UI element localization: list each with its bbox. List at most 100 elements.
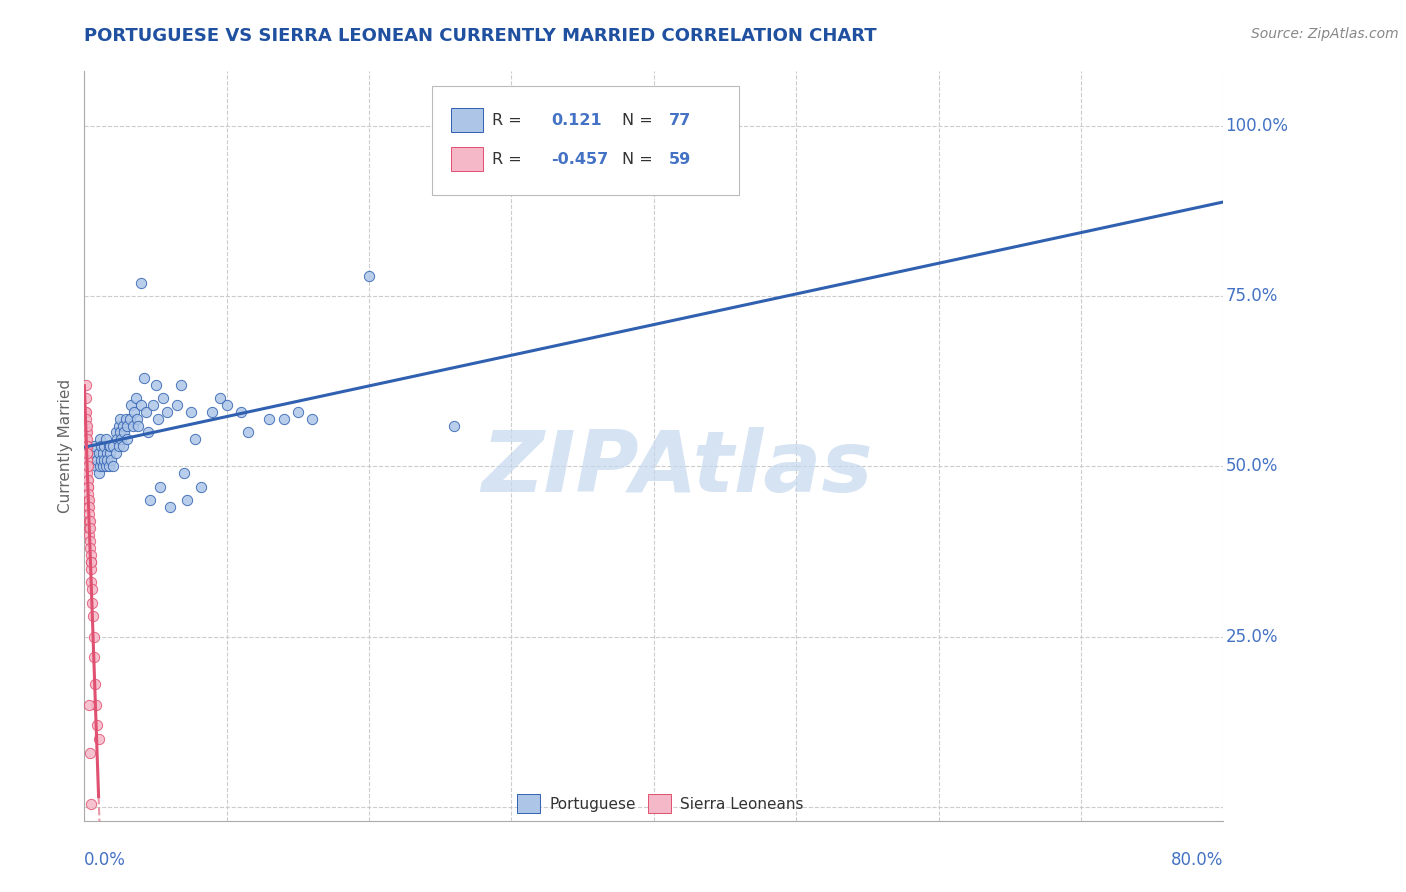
Point — [76, 439, 98, 453]
Point — [105, 432, 128, 446]
Point — [77, 493, 100, 508]
Point — [138, 425, 160, 440]
Point — [84, 698, 107, 712]
Text: Source: ZipAtlas.com: Source: ZipAtlas.com — [1251, 27, 1399, 41]
Text: PORTUGUESE VS SIERRA LEONEAN CURRENTLY MARRIED CORRELATION CHART: PORTUGUESE VS SIERRA LEONEAN CURRENTLY M… — [84, 27, 877, 45]
Point — [83, 650, 105, 665]
Point — [287, 405, 309, 419]
Point — [127, 418, 149, 433]
Point — [75, 377, 97, 392]
Point — [76, 459, 98, 474]
Point — [76, 446, 98, 460]
Point — [273, 411, 295, 425]
Point — [90, 439, 112, 453]
Point — [89, 459, 111, 474]
Point — [121, 418, 143, 433]
Text: R =: R = — [492, 152, 522, 167]
Point — [79, 521, 101, 535]
Text: Sierra Leoneans: Sierra Leoneans — [681, 797, 803, 812]
Point — [156, 405, 179, 419]
Point — [97, 439, 120, 453]
Point — [82, 596, 104, 610]
Point — [90, 452, 112, 467]
Point — [124, 392, 146, 406]
Point — [107, 418, 129, 433]
Point — [229, 405, 252, 419]
Text: ZIPAtlas: ZIPAtlas — [481, 427, 872, 510]
Point — [111, 418, 134, 433]
Point — [77, 473, 100, 487]
Point — [91, 459, 114, 474]
Point — [96, 452, 118, 467]
Point — [79, 541, 101, 556]
Point — [79, 514, 101, 528]
Point — [96, 446, 118, 460]
Point — [111, 439, 134, 453]
Point — [122, 405, 145, 419]
Point — [114, 411, 136, 425]
Point — [76, 425, 98, 440]
Point — [125, 411, 148, 425]
Point — [77, 514, 100, 528]
Text: 25.0%: 25.0% — [1226, 628, 1278, 646]
Point — [76, 467, 98, 481]
Point — [75, 439, 97, 453]
Point — [118, 411, 141, 425]
Point — [77, 507, 100, 521]
Point — [208, 392, 231, 406]
Point — [80, 446, 103, 460]
Bar — [517, 795, 540, 814]
Point — [93, 439, 115, 453]
Point — [148, 411, 170, 425]
Point — [76, 411, 98, 425]
Point — [86, 718, 108, 732]
Point — [84, 459, 107, 474]
Y-axis label: Currently Married: Currently Married — [58, 379, 73, 513]
Point — [87, 731, 110, 746]
Point — [80, 555, 103, 569]
Text: 80.0%: 80.0% — [1171, 851, 1223, 869]
Point — [142, 398, 165, 412]
Text: Portuguese: Portuguese — [548, 797, 636, 812]
Text: N =: N = — [621, 152, 652, 167]
Point — [83, 439, 105, 453]
Point — [79, 514, 101, 528]
Point — [79, 548, 101, 562]
Point — [215, 398, 238, 412]
Text: 50.0%: 50.0% — [1226, 458, 1278, 475]
Point — [86, 452, 108, 467]
Point — [104, 425, 127, 440]
Point — [170, 377, 193, 392]
Point — [77, 480, 100, 494]
Point — [83, 630, 105, 644]
Point — [75, 418, 97, 433]
Point — [301, 411, 323, 425]
Point — [98, 439, 121, 453]
Point — [97, 459, 120, 474]
Point — [120, 398, 142, 412]
Point — [89, 432, 111, 446]
Point — [77, 486, 100, 500]
Point — [76, 459, 98, 474]
Point — [115, 432, 138, 446]
Point — [75, 392, 97, 406]
Point — [80, 555, 103, 569]
Point — [76, 446, 98, 460]
Point — [79, 746, 101, 760]
Point — [76, 480, 98, 494]
Bar — [451, 147, 484, 171]
Point — [80, 575, 103, 590]
Point — [112, 425, 135, 440]
Point — [76, 459, 98, 474]
Point — [77, 500, 100, 515]
Point — [76, 452, 98, 467]
Point — [236, 425, 259, 440]
Point — [76, 473, 98, 487]
Point — [107, 439, 129, 453]
Point — [131, 398, 153, 412]
Point — [159, 500, 181, 515]
Point — [79, 534, 101, 549]
Point — [93, 452, 115, 467]
Text: 75.0%: 75.0% — [1226, 287, 1278, 305]
Point — [91, 446, 114, 460]
